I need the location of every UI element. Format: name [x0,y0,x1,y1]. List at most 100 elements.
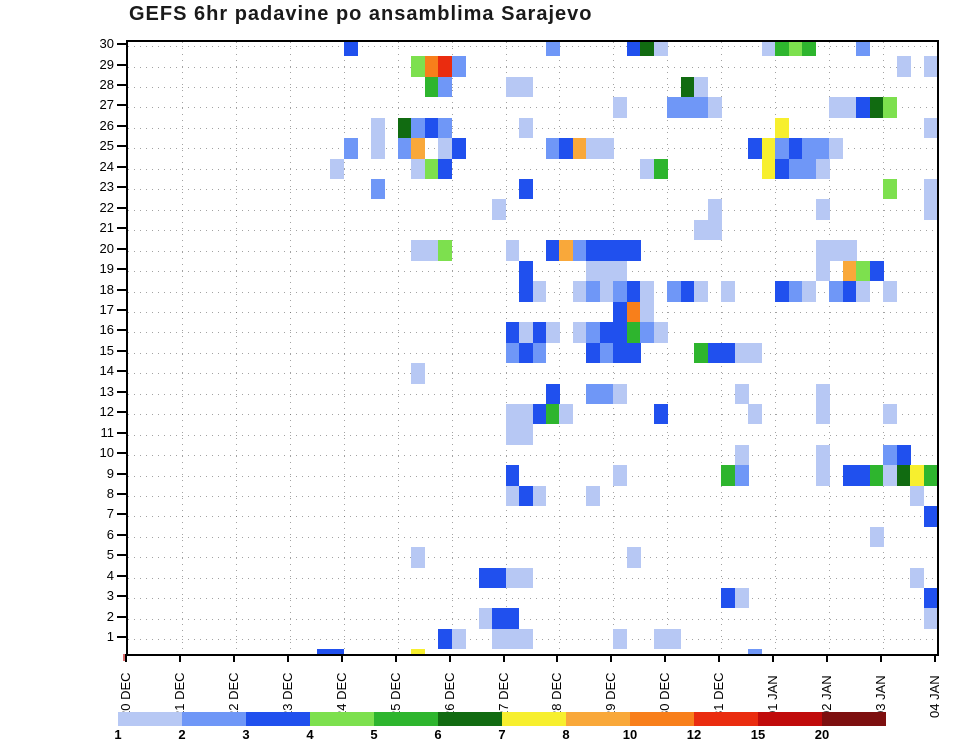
grid-line-horizontal [128,250,937,252]
x-axis-label: 01 JAN [765,675,781,718]
heatmap-cell [923,588,937,609]
heatmap-cell [505,608,520,629]
heatmap-cell [572,281,587,302]
y-axis-tick [117,63,126,66]
grid-line-horizontal [128,516,937,518]
grid-line-horizontal [128,455,937,457]
grid-line-horizontal [128,373,937,375]
y-axis-tick [117,268,126,271]
heatmap-cell [343,42,358,57]
heatmap-cell [721,465,736,486]
heatmap-cell [883,179,898,200]
heatmap-cell [923,56,937,77]
heatmap-cell [545,42,560,57]
colorbar-label: 7 [498,727,506,742]
heatmap-cell [505,465,520,486]
grid-line-horizontal [128,209,937,211]
heatmap-cell [586,281,601,302]
x-axis-tick [125,654,127,662]
heatmap-cell [519,260,533,282]
heatmap-cell [910,567,924,588]
x-axis-label: 02 JAN [819,675,835,718]
y-axis-label: 26 [99,117,114,133]
chart-title: GEFS 6hr padavine po ansamblima Sarajevo [129,3,593,25]
heatmap-cell [586,322,601,343]
y-axis-tick [117,615,126,618]
heatmap-cell [896,56,911,77]
y-axis-tick [117,145,126,148]
heatmap-cell [451,56,466,77]
heatmap-cell [775,158,790,179]
heatmap-cell [505,342,520,364]
y-axis-label: 17 [99,301,114,317]
heatmap-cell [694,342,709,364]
y-axis-label: 7 [106,506,114,522]
grid-line-horizontal [128,148,937,150]
heatmap-cell [411,56,426,77]
heatmap-cell [883,97,898,118]
colorbar-label: 10 [622,727,638,742]
x-axis-label: 29 DEC [603,672,619,718]
heatmap-cell [910,485,924,507]
heatmap-cell [923,117,937,139]
heatmap-cell [545,138,560,159]
heatmap-cell [883,444,898,466]
heatmap-cell [802,42,817,57]
heatmap-cell [613,281,628,302]
heatmap-cell [842,240,857,261]
heatmap-cell [613,383,628,404]
x-axis-tick [340,654,343,662]
y-axis-label: 23 [99,179,114,195]
heatmap-cell [438,240,453,261]
heatmap-cell [653,42,668,57]
grid-line-horizontal [128,618,937,620]
heatmap-cell [599,342,614,364]
heatmap-cell [883,403,898,425]
heatmap-cell [572,138,587,159]
y-axis-label: 10 [99,445,114,461]
heatmap-cell [923,506,937,527]
y-axis-label: 20 [99,240,114,256]
heatmap-cell [613,465,628,486]
grid-line-horizontal [128,598,937,600]
y-axis-label: 6 [106,526,114,542]
grid-line-vertical [883,42,885,654]
heatmap-cell [707,97,722,118]
heatmap-cell [775,138,790,159]
heatmap-cell [411,138,426,159]
heatmap-cell [613,628,628,650]
heatmap-cell [599,281,614,302]
y-axis-tick [117,247,126,250]
heatmap-cell [896,465,911,486]
heatmap-cell [815,138,830,159]
heatmap-cell [330,649,345,654]
colorbar-segment [502,712,566,726]
heatmap-cell [640,158,655,179]
y-axis-label: 13 [99,383,114,399]
heatmap-cell [707,342,722,364]
heatmap-cell [411,158,426,179]
x-axis-label: 31 DEC [711,672,727,718]
heatmap-cell [829,97,844,118]
y-axis-tick [117,206,126,209]
heatmap-cell [438,158,453,179]
x-axis-tick [232,654,235,662]
heatmap-cell [613,301,628,323]
heatmap-cell [667,97,682,118]
y-axis-label: 16 [99,322,114,338]
heatmap-cell [451,628,466,650]
x-axis-tick [772,654,775,662]
heatmap-cell [519,485,533,507]
x-axis-label: 03 JAN [873,675,889,718]
heatmap-cell [694,281,709,302]
heatmap-cell [316,649,331,654]
colorbar-segment [566,712,630,726]
heatmap-cell [734,342,749,364]
y-axis-label: 11 [100,424,115,440]
heatmap-cell [424,76,439,98]
heatmap-cell [640,301,655,323]
heatmap-cell [788,138,803,159]
y-axis-tick [117,349,126,352]
grid-line-horizontal [128,66,937,68]
